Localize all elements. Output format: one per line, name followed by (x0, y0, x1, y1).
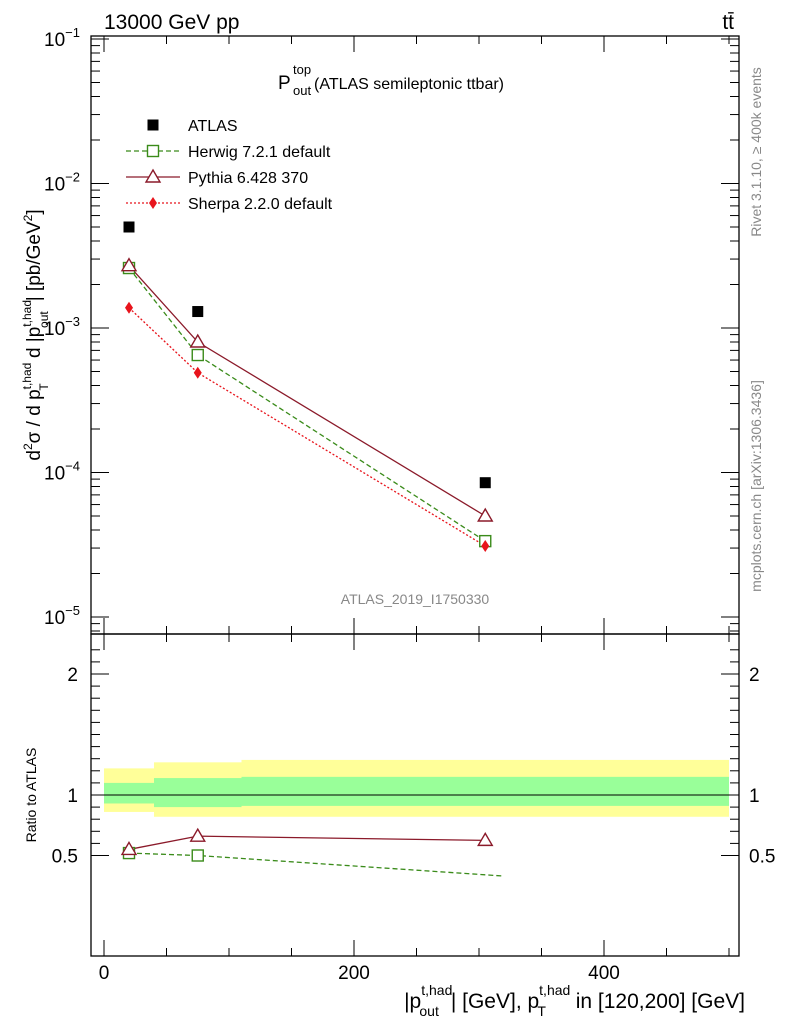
y-tick-label: 10−4 (44, 459, 80, 485)
legend-marker-pythia (144, 168, 162, 183)
legend-marker-atlas (147, 119, 159, 131)
header-energy-label: 13000 GeV pp (104, 11, 239, 34)
ratio-y-tick-label-left: 1 (67, 786, 78, 807)
x-tick-label: 0 (99, 963, 110, 984)
ratio-uncertainty-bands (104, 759, 729, 817)
ratio-point-herwig (191, 849, 204, 862)
ratio-y-tick-label-left: 0.5 (52, 847, 78, 868)
x-tick-label: 400 (588, 963, 620, 984)
ratio-band-inner (241, 776, 729, 806)
ratio-y-tick-label-right: 0.5 (749, 847, 775, 868)
y-tick-label: 10−1 (44, 25, 80, 51)
x-tick-label: 200 (338, 963, 370, 984)
main-series-lines (128, 265, 486, 547)
data-point-herwig (191, 348, 204, 362)
main-axis-ticks: 10−1 10−2 10−3 10−4 10−5 (44, 25, 739, 634)
x-axis-label: |pt,had out | [GeV], pt,had T in [120,200] … (404, 982, 745, 1019)
legend-label-pythia: Pythia 6.428 370 (188, 170, 308, 187)
plot-title: P top out (ATLAS semileptonic ttbar) (278, 62, 504, 98)
ratio-band-inner (154, 778, 242, 808)
data-point-sherpa (125, 301, 133, 314)
main-series-markers (120, 221, 494, 552)
ratio-point-pythia (120, 841, 138, 856)
watermark-analysis-id: ATLAS_2019_I1750330 (341, 591, 490, 607)
legend-label-sherpa: Sherpa 2.2.0 default (188, 196, 333, 213)
mcplots-source-label: mcplots.cern.ch [arXiv:1306.3436] (748, 380, 764, 592)
rivet-version-label: Rivet 3.1.10, ≥ 400k events (748, 67, 764, 237)
legend: ATLAS Herwig 7.2.1 default Pythia 6.428 37… (126, 118, 333, 213)
ratio-band-inner (104, 782, 154, 804)
data-point-pythia (477, 507, 494, 522)
ratio-plot-frame (90, 633, 740, 957)
ratio-line-herwig (128, 852, 505, 877)
data-point-pythia (189, 333, 206, 348)
legend-label-herwig: Herwig 7.2.1 default (188, 144, 331, 161)
data-point-atlas (192, 306, 204, 318)
ratio-y-tick-label-right: 2 (749, 665, 760, 686)
data-point-atlas (123, 221, 135, 233)
header-process-label: tt̄ (722, 11, 734, 34)
y-tick-label: 10−3 (44, 314, 80, 340)
data-point-pythia (120, 257, 138, 272)
series-line-herwig (128, 267, 486, 542)
ratio-point-pythia (189, 827, 206, 842)
legend-marker-herwig (146, 144, 160, 158)
data-point-sherpa (193, 366, 202, 379)
y-tick-label: 10−5 (44, 603, 80, 629)
ratio-y-axis-label: Ratio to ATLAS (23, 748, 39, 843)
plot-title-subscript: out (293, 83, 311, 98)
legend-marker-sherpa (149, 197, 157, 209)
ratio-plot: 0.5 0.5 1 1 2 2 0 200 400 Ratio to ATLAS (23, 633, 775, 984)
ratio-series-markers (120, 827, 494, 862)
legend-label-atlas: ATLAS (188, 118, 238, 135)
plot-title-rest: (ATLAS semileptonic ttbar) (314, 76, 504, 93)
series-line-pythia (128, 265, 486, 517)
data-point-sherpa (481, 539, 490, 552)
series-line-sherpa (128, 307, 486, 547)
ratio-series-lines (128, 835, 505, 877)
main-plot: 10−1 10−2 10−3 10−4 10−5 P top out (ATLAS se… (20, 25, 740, 635)
y-tick-label: 10−2 (44, 170, 80, 196)
ratio-y-tick-label-right: 1 (749, 786, 760, 807)
main-y-axis-label: d2σ / d pt,had T d |pt,had out| [pb/GeV2] (20, 209, 51, 460)
data-point-atlas (479, 477, 491, 489)
ratio-axis-ticks: 0.5 0.5 1 1 2 2 0 200 400 (52, 634, 775, 984)
ratio-line-pythia (128, 835, 486, 851)
ratio-point-pythia (477, 831, 494, 847)
ratio-y-tick-label-left: 2 (67, 665, 78, 686)
plot-title-superscript: top (293, 62, 311, 77)
plot-title-main: P (278, 73, 291, 94)
